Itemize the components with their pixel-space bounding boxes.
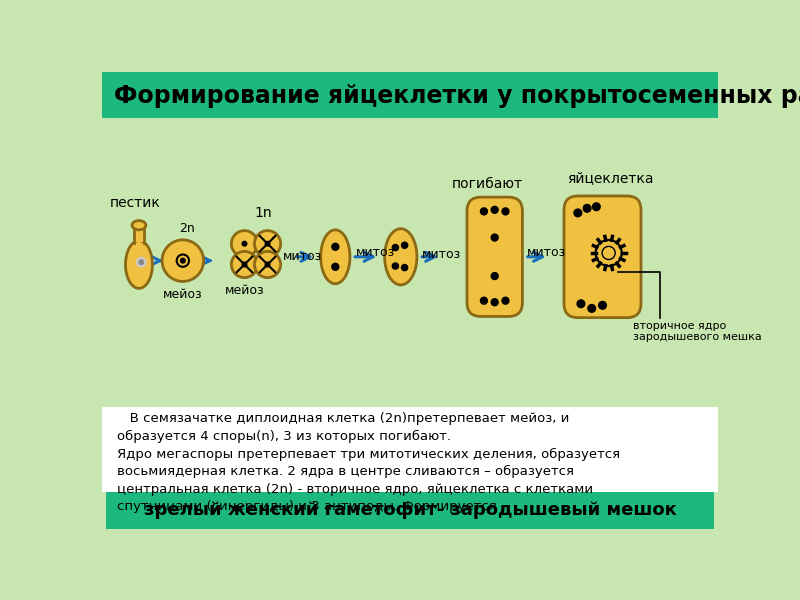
Text: яйцеклетка: яйцеклетка	[567, 171, 654, 185]
Circle shape	[491, 272, 498, 280]
Circle shape	[502, 297, 509, 304]
Text: митоз: митоз	[356, 247, 395, 259]
Circle shape	[402, 242, 408, 248]
Text: 2n: 2n	[179, 222, 194, 235]
Circle shape	[595, 240, 622, 266]
Circle shape	[231, 251, 258, 278]
Circle shape	[242, 262, 246, 267]
Circle shape	[602, 247, 615, 259]
Circle shape	[254, 230, 281, 257]
Circle shape	[577, 300, 585, 308]
FancyBboxPatch shape	[102, 407, 718, 491]
Text: погибают: погибают	[451, 178, 522, 191]
Circle shape	[332, 263, 338, 270]
FancyBboxPatch shape	[102, 118, 718, 407]
Text: мейоз: мейоз	[225, 284, 264, 297]
Circle shape	[266, 241, 270, 246]
Circle shape	[491, 299, 498, 305]
FancyBboxPatch shape	[102, 72, 718, 118]
Circle shape	[402, 265, 408, 271]
Ellipse shape	[321, 230, 350, 284]
Circle shape	[254, 251, 281, 278]
Circle shape	[266, 262, 270, 267]
Text: митоз: митоз	[527, 247, 566, 259]
Circle shape	[392, 263, 398, 269]
Text: митоз: митоз	[422, 248, 461, 261]
Text: В семязачатке диплоидная клетка (2n)претерпевает мейоз, и
образуется 4 споры(n),: В семязачатке диплоидная клетка (2n)прет…	[118, 412, 621, 513]
Circle shape	[588, 305, 595, 312]
Text: Формирование яйцеклетки у покрытосеменных растений: Формирование яйцеклетки у покрытосеменны…	[114, 84, 800, 108]
Text: вторичное ядро
зародышевого мешка: вторичное ядро зародышевого мешка	[634, 321, 762, 343]
Circle shape	[332, 244, 338, 250]
Text: 1n: 1n	[255, 206, 273, 220]
FancyBboxPatch shape	[467, 197, 522, 316]
Circle shape	[231, 230, 258, 257]
Circle shape	[491, 206, 498, 213]
Circle shape	[139, 260, 143, 265]
Circle shape	[598, 301, 606, 309]
Text: зрелый женский гаметофит- зародышевый мешок: зрелый женский гаметофит- зародышевый ме…	[144, 501, 676, 519]
Text: мейоз: мейоз	[163, 287, 202, 301]
Circle shape	[242, 241, 246, 246]
Ellipse shape	[126, 241, 153, 289]
Text: митоз: митоз	[283, 250, 322, 263]
Circle shape	[392, 244, 398, 251]
Text: пестик: пестик	[110, 196, 161, 210]
Circle shape	[583, 205, 591, 212]
FancyBboxPatch shape	[106, 491, 714, 529]
Circle shape	[181, 259, 185, 263]
Circle shape	[481, 297, 487, 304]
Circle shape	[177, 254, 189, 267]
Circle shape	[137, 257, 146, 267]
Ellipse shape	[385, 229, 417, 285]
FancyBboxPatch shape	[134, 225, 144, 242]
Circle shape	[481, 208, 487, 215]
Circle shape	[162, 240, 204, 281]
Circle shape	[574, 209, 582, 217]
Circle shape	[502, 208, 509, 215]
Circle shape	[593, 203, 600, 211]
Ellipse shape	[132, 221, 146, 230]
Circle shape	[491, 234, 498, 241]
FancyBboxPatch shape	[564, 196, 641, 317]
